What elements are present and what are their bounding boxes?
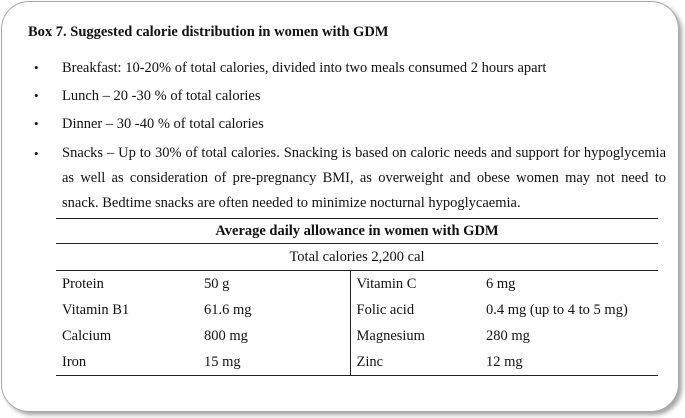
- list-item-snacks: • Snacks – Up to 30% of total calories. …: [34, 141, 666, 216]
- bullet-icon: •: [34, 146, 39, 161]
- list-item-text: Breakfast: 10-20% of total calories, div…: [62, 60, 547, 76]
- nutrient-value: 800 mg: [204, 327, 248, 344]
- calorie-bullet-list: • Breakfast: 10-20% of total calories, d…: [34, 57, 666, 222]
- list-item-dinner: • Dinner – 30 -40 % of total calories: [34, 113, 666, 135]
- list-item-lunch: • Lunch – 20 -30 % of total calories: [34, 85, 666, 107]
- list-item-text: Lunch – 20 -30 % of total calories: [62, 88, 261, 104]
- nutrient-name: Zinc: [349, 349, 480, 376]
- nutrient-name: Vitamin B1: [62, 301, 130, 318]
- nutrient-value: 12 mg: [480, 349, 658, 376]
- calorie-distribution-box: Box 7. Suggested calorie distribution in…: [1, 1, 679, 412]
- table-total-row: Total calories 2,200 cal: [56, 243, 658, 271]
- list-item-text: Dinner – 30 -40 % of total calories: [62, 116, 264, 132]
- nutrient-name: Protein: [62, 275, 104, 292]
- daily-allowance-table: Average daily allowance in women with GD…: [56, 218, 658, 376]
- nutrient-value: 61.6 mg: [204, 301, 252, 318]
- list-item-breakfast: • Breakfast: 10-20% of total calories, d…: [34, 57, 666, 79]
- table-row: Vitamin B1 61.6 mg Folic acid 0.4 mg (up…: [56, 297, 658, 323]
- table-row: Protein 50 g Vitamin C 6 mg: [56, 270, 658, 297]
- nutrient-name: Iron: [56, 349, 198, 376]
- nutrient-name: Calcium: [62, 327, 112, 344]
- table-caption-row: Average daily allowance in women with GD…: [56, 218, 658, 244]
- table-row: Iron 15 mg Zinc 12 mg: [56, 349, 658, 376]
- bullet-icon: •: [34, 88, 39, 103]
- list-item-text: Snacks – Up to 30% of total calories. Sn…: [62, 145, 666, 211]
- bullet-icon: •: [34, 116, 39, 131]
- bullet-icon: •: [34, 60, 39, 75]
- nutrient-name: Folic acid: [349, 297, 480, 323]
- nutrient-value: 0.4 mg (up to 4 to 5 mg): [486, 301, 628, 318]
- table-row: Calcium 800 mg Magnesium 280 mg: [56, 323, 658, 349]
- nutrient-value: 280 mg: [486, 327, 530, 344]
- nutrient-value: 50 g: [204, 275, 230, 292]
- nutrient-value: 6 mg: [486, 275, 516, 292]
- table-caption: Average daily allowance in women with GD…: [56, 218, 658, 244]
- box-title: Box 7. Suggested calorie distribution in…: [28, 24, 389, 40]
- nutrient-name: Magnesium: [349, 323, 480, 349]
- nutrient-name: Vitamin C: [349, 270, 480, 297]
- total-calories: Total calories 2,200 cal: [56, 243, 658, 271]
- nutrient-value: 15 mg: [198, 349, 350, 376]
